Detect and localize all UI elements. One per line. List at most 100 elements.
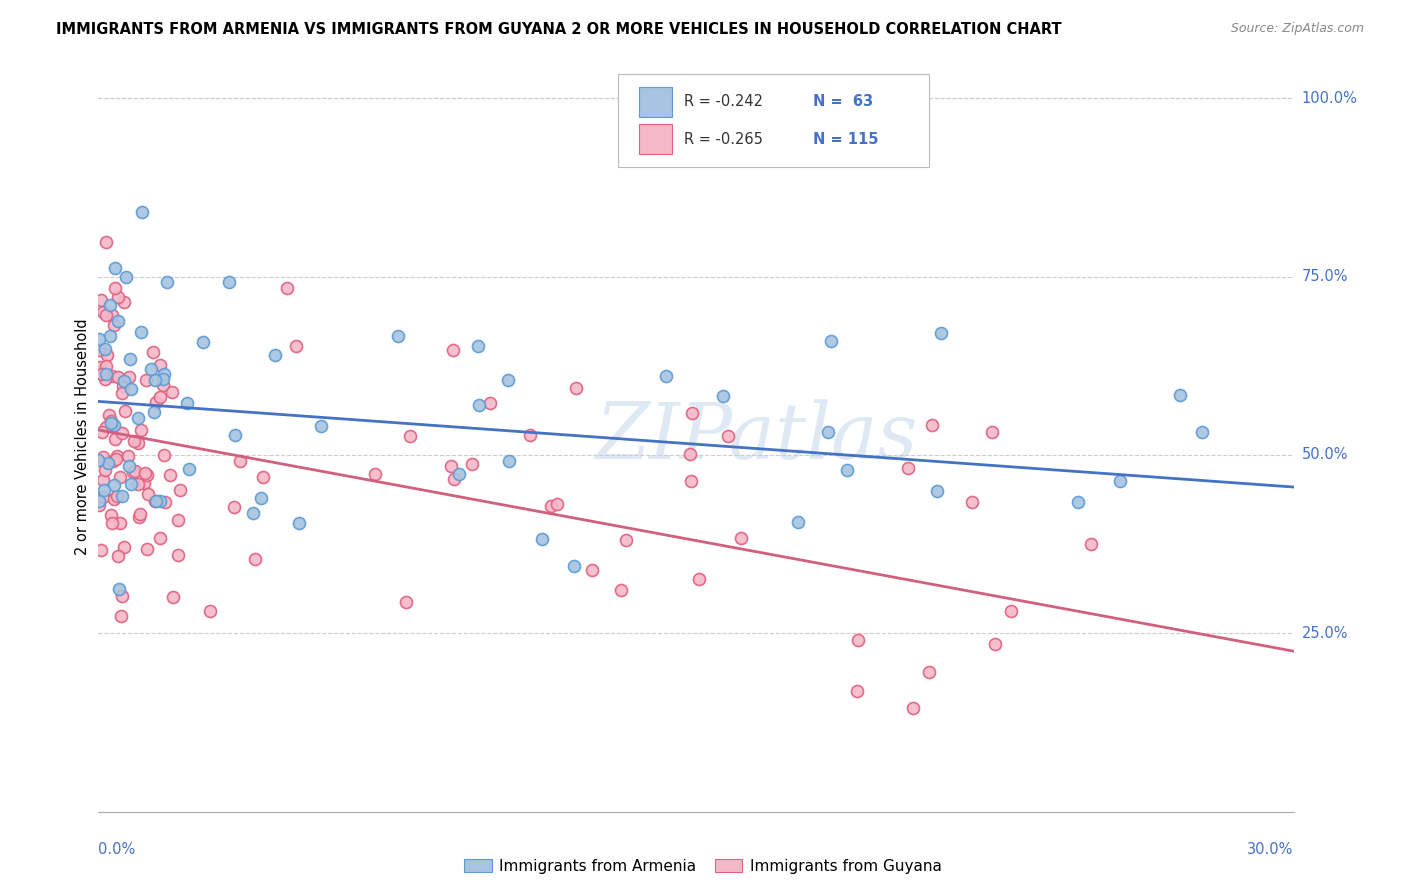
Bar <box>638 125 672 154</box>
Point <box>107 369 129 384</box>
Point <box>250 491 273 506</box>
Point <box>145 395 167 409</box>
Point <box>129 326 152 340</box>
Point <box>820 334 842 348</box>
Point <box>176 395 198 409</box>
Point <box>89 493 111 508</box>
Text: 30.0%: 30.0% <box>1247 842 1294 857</box>
Point <box>97 408 120 422</box>
Point <box>118 458 141 473</box>
Point <box>101 454 124 468</box>
Point <box>127 410 149 425</box>
Point <box>167 512 190 526</box>
Point <box>716 428 738 442</box>
Point <box>128 507 150 521</box>
Point <box>141 361 163 376</box>
Point <box>135 373 157 387</box>
Point <box>129 423 152 437</box>
Point <box>103 477 125 491</box>
Point <box>94 342 117 356</box>
Point <box>87 499 110 513</box>
Point <box>136 468 159 483</box>
Point <box>498 454 520 468</box>
Point <box>91 490 114 504</box>
Point <box>609 582 631 597</box>
Point <box>1067 495 1090 509</box>
Text: R = -0.265: R = -0.265 <box>685 132 763 147</box>
Point <box>89 543 111 558</box>
Text: Source: ZipAtlas.com: Source: ZipAtlas.com <box>1230 22 1364 36</box>
Point <box>111 589 134 603</box>
Point <box>127 435 149 450</box>
Point <box>461 457 484 471</box>
Point <box>100 508 122 522</box>
Point <box>121 465 143 479</box>
Text: R = -0.242: R = -0.242 <box>685 94 763 109</box>
Point <box>101 516 124 530</box>
Point <box>142 405 165 419</box>
Point <box>156 275 179 289</box>
Point <box>91 367 114 381</box>
Point <box>540 500 562 514</box>
Point <box>108 470 131 484</box>
Point <box>132 476 155 491</box>
Point <box>96 367 118 381</box>
FancyBboxPatch shape <box>619 74 929 168</box>
Point <box>118 370 141 384</box>
Point <box>96 348 118 362</box>
Point <box>711 389 734 403</box>
Point <box>89 332 111 346</box>
Point <box>98 329 121 343</box>
Point <box>136 487 159 501</box>
Point <box>110 516 132 530</box>
Point <box>110 609 132 624</box>
Point <box>134 466 156 480</box>
Point <box>89 343 111 358</box>
Text: 75.0%: 75.0% <box>1302 269 1348 284</box>
Point <box>153 367 176 381</box>
Point <box>287 516 309 530</box>
Point <box>100 416 122 430</box>
Y-axis label: 2 or more Vehicles in Household: 2 or more Vehicles in Household <box>75 318 90 556</box>
Point <box>179 462 201 476</box>
Point <box>681 474 703 488</box>
Point <box>124 464 146 478</box>
Point <box>107 290 129 304</box>
Point <box>198 604 221 618</box>
Point <box>564 558 586 573</box>
Text: 0.0%: 0.0% <box>98 842 135 857</box>
Point <box>846 684 869 698</box>
Point <box>925 483 948 498</box>
Point <box>1000 604 1022 618</box>
Point <box>263 348 285 362</box>
Point <box>981 425 1004 439</box>
Bar <box>638 87 672 117</box>
Point <box>688 572 710 586</box>
Text: 100.0%: 100.0% <box>1302 91 1358 105</box>
Point <box>787 516 810 530</box>
Point <box>679 447 702 461</box>
Point <box>148 493 170 508</box>
Point <box>111 489 134 503</box>
Point <box>152 372 174 386</box>
Point <box>1080 537 1102 551</box>
Point <box>152 448 174 462</box>
Point <box>100 298 122 312</box>
Point <box>252 470 274 484</box>
Point <box>929 326 952 341</box>
Point <box>1109 474 1132 488</box>
Point <box>90 293 112 308</box>
Point <box>149 358 172 372</box>
Point <box>363 467 385 481</box>
Point <box>897 461 920 475</box>
Text: IMMIGRANTS FROM ARMENIA VS IMMIGRANTS FROM GUYANA 2 OR MORE VEHICLES IN HOUSEHOL: IMMIGRANTS FROM ARMENIA VS IMMIGRANTS FR… <box>56 22 1062 37</box>
Point <box>112 540 135 554</box>
Point <box>112 374 135 388</box>
Point <box>111 379 134 393</box>
Point <box>581 563 603 577</box>
Point <box>120 476 142 491</box>
Point <box>115 270 138 285</box>
Point <box>467 339 489 353</box>
Point <box>960 495 983 509</box>
Point <box>131 204 153 219</box>
